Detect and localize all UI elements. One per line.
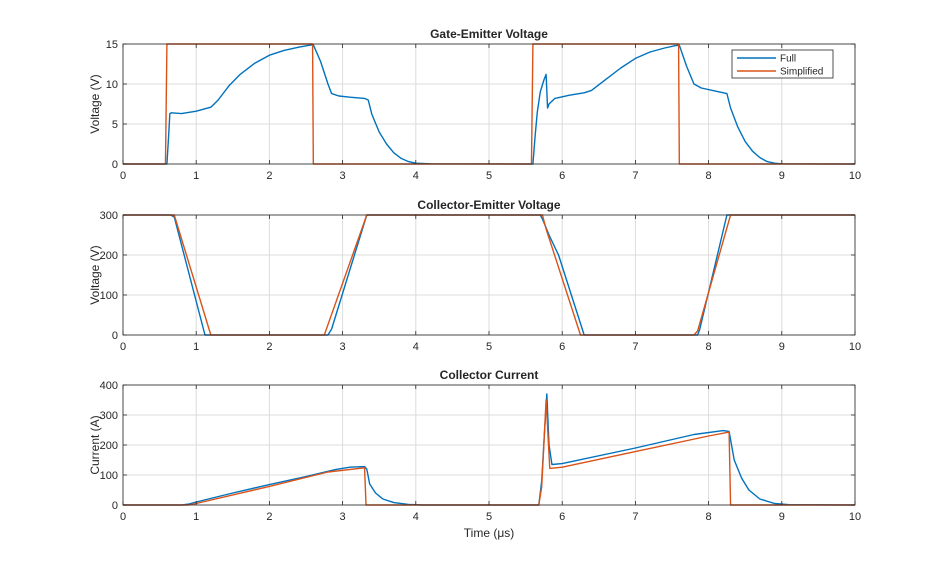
y-axis-label: Voltage (V) [88,245,102,304]
x-tick-label: 6 [559,511,565,523]
x-tick-label: 1 [193,511,199,523]
y-tick-label: 300 [100,210,118,222]
y-axis-label: Current (A) [88,415,102,474]
legend-box [731,49,834,79]
x-tick-label: 5 [486,341,492,353]
series-line-simplified [123,214,855,336]
x-tick-label: 10 [849,511,861,523]
x-axis-label: Time (μs) [464,526,514,540]
x-tick-label: 0 [120,341,126,353]
x-tick-label: 8 [706,511,712,523]
y-tick-label: 10 [106,79,118,91]
x-tick-label: 3 [340,341,346,353]
legend-label: Full [780,54,796,65]
chart-panel-1: 0 1 2 3 4 5 6 7 8 9 10 0 5 10 15 Gate-Emitter Voltage Vo… [88,27,861,182]
x-tick-label: 1 [193,341,199,353]
x-tick-label: 7 [632,341,638,353]
x-tick-label: 3 [340,170,346,182]
legend: Full Simplified [731,49,834,79]
x-tick-label: 5 [486,511,492,523]
chart-panel-2: 0 1 2 3 4 5 6 7 8 9 100100200300Collector-Emitter … [88,198,861,353]
x-tick-label: 6 [559,170,565,182]
x-tick-label: 7 [632,511,638,523]
x-tick-label: 3 [340,511,346,523]
y-tick-label: 0 [112,500,118,512]
y-tick-label: 100 [100,290,118,302]
x-tick-label: 9 [779,511,785,523]
y-tick-label: 200 [100,250,118,262]
x-tick-label: 9 [779,341,785,353]
series-line-full [123,214,855,336]
x-tick-label: 1 [193,170,199,182]
x-tick-label: 4 [413,341,419,353]
x-tick-label: 10 [849,170,861,182]
y-tick-label: 400 [100,380,118,392]
legend-label: Simplified [780,67,823,78]
x-tick-label: 10 [849,341,861,353]
y-tick-label: 300 [100,410,118,422]
series-line-simplified [123,399,855,506]
x-tick-label: 4 [413,170,419,182]
x-tick-label: 7 [632,170,638,182]
y-tick-label: 0 [112,330,118,342]
x-tick-label: 4 [413,511,419,523]
y-tick-label: 100 [100,470,118,482]
y-axis-label: Voltage (V) [88,74,102,133]
chart-title: Collector Current [440,368,539,382]
chart-title: Collector-Emitter Voltage [417,198,560,212]
x-tick-label: 2 [266,170,272,182]
chart-title: Gate-Emitter Voltage [430,27,548,41]
x-tick-label: 9 [779,170,785,182]
y-tick-label: 200 [100,440,118,452]
x-tick-label: 8 [706,341,712,353]
x-tick-label: 5 [486,170,492,182]
x-tick-label: 8 [706,170,712,182]
y-tick-label: 15 [106,39,118,51]
x-tick-label: 0 [120,511,126,523]
x-tick-label: 2 [266,511,272,523]
x-tick-label: 6 [559,341,565,353]
y-tick-label: 0 [112,159,118,171]
x-tick-label: 2 [266,341,272,353]
x-tick-label: 0 [120,170,126,182]
y-tick-label: 5 [112,119,118,131]
